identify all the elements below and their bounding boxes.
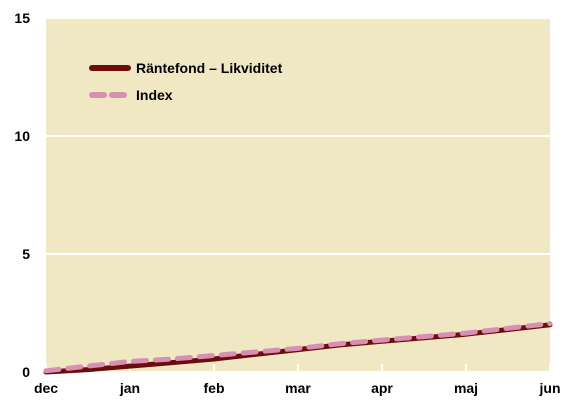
- x-tick-label-jan: jan: [119, 380, 140, 396]
- y-tick-label-15: 15: [14, 10, 30, 26]
- legend: Räntefond – Likviditet Index: [89, 60, 283, 103]
- series-lines: [43, 321, 553, 375]
- y-axis-tick-labels: 0 5 10 15: [14, 10, 30, 380]
- legend-label-index: Index: [136, 87, 173, 103]
- x-tick-label-apr: apr: [371, 380, 393, 396]
- x-axis-tick-labels: dec jan feb mar apr maj jun: [34, 380, 561, 396]
- x-tick-label-maj: maj: [454, 380, 478, 396]
- y-tick-label-0: 0: [22, 364, 30, 380]
- x-tick-label-feb: feb: [204, 380, 225, 396]
- x-tick-label-jun: jun: [539, 380, 561, 396]
- y-tick-label-10: 10: [14, 128, 30, 144]
- legend-label-rantefond: Räntefond – Likviditet: [136, 60, 283, 76]
- y-tick-label-5: 5: [22, 246, 30, 262]
- x-tick-label-dec: dec: [34, 380, 58, 396]
- series-line-index: [43, 321, 553, 374]
- x-tick-label-mar: mar: [285, 380, 311, 396]
- plot-area: [46, 18, 550, 372]
